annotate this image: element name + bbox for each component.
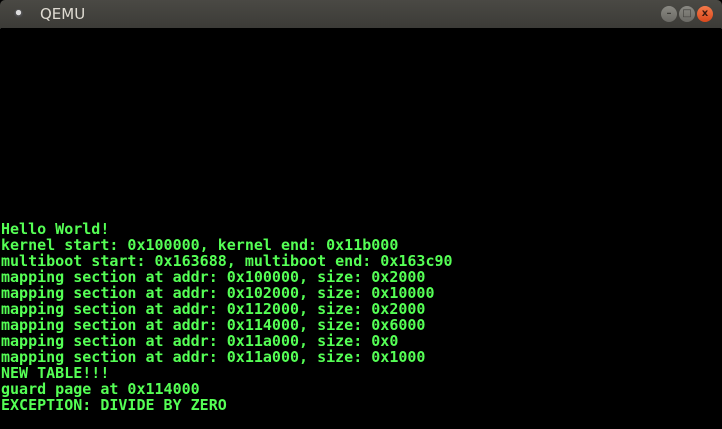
console-line: EXCEPTION: DIVIDE BY ZERO: [1, 396, 227, 414]
console-line: mapping section at addr: 0x11a000, size:…: [1, 332, 399, 350]
console-line: mapping section at addr: 0x100000, size:…: [1, 268, 426, 286]
console-line: mapping section at addr: 0x114000, size:…: [1, 316, 426, 334]
console-line: NEW TABLE!!!: [1, 364, 110, 382]
title-bar[interactable]: QEMU – □ x: [0, 0, 722, 29]
maximize-icon[interactable]: □: [679, 6, 695, 22]
console-line: kernel start: 0x100000, kernel end: 0x11…: [1, 236, 399, 254]
window-title: QEMU: [40, 5, 86, 23]
console-line: Hello World!: [1, 220, 110, 238]
qemu-app-icon: [14, 9, 23, 18]
close-icon[interactable]: x: [697, 6, 713, 22]
console-line: guard page at 0x114000: [1, 380, 200, 398]
console-line: mapping section at addr: 0x102000, size:…: [1, 284, 435, 302]
console-line: mapping section at addr: 0x112000, size:…: [1, 300, 426, 318]
console-line: multiboot start: 0x163688, multiboot end…: [1, 252, 453, 270]
vga-console-screen[interactable]: Hello World! kernel start: 0x100000, ker…: [1, 28, 721, 428]
minimize-icon[interactable]: –: [661, 6, 677, 22]
console-line: mapping section at addr: 0x11a000, size:…: [1, 348, 426, 366]
